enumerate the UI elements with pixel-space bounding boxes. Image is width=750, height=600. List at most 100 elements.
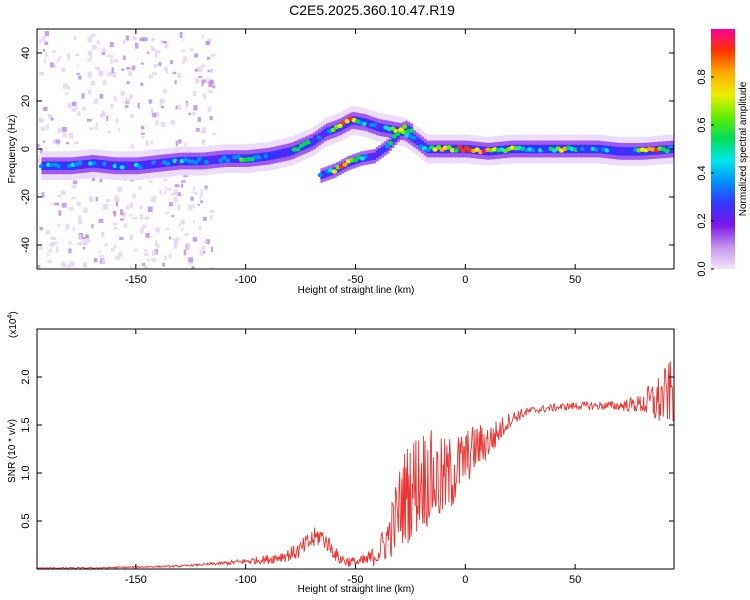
heatmap-speckle	[210, 267, 215, 269]
heatmap-speckle	[211, 132, 217, 135]
heatmap-speckle	[199, 250, 204, 256]
heatmap-speckle	[55, 246, 59, 253]
heatmap-speckle	[161, 121, 166, 128]
heatmap-speckle	[68, 206, 74, 211]
heatmap-speckle	[112, 71, 117, 78]
heatmap-speckle	[209, 68, 213, 73]
heatmap-speckle	[151, 258, 157, 262]
heatmap-speckle	[129, 113, 134, 119]
heatmap-speckle	[119, 209, 124, 215]
heatmap-speckle	[47, 260, 52, 263]
heatmap-speckle	[151, 37, 155, 42]
heatmap-speckle	[144, 249, 148, 253]
heatmap-cell	[235, 154, 241, 160]
heatmap-cell	[330, 127, 336, 133]
heatmap-speckle	[153, 64, 157, 69]
heatmap-speckle	[158, 62, 162, 66]
heatmap-speckle	[192, 186, 195, 191]
heatmap-speckle	[175, 140, 178, 147]
heatmap-speckle	[142, 262, 146, 267]
heatmap-speckle	[134, 248, 138, 252]
heatmap-speckle	[188, 257, 194, 263]
heatmap-speckle	[61, 127, 67, 132]
snr-y-tick-label: 2.0	[20, 369, 32, 384]
heatmap-speckle	[188, 112, 192, 116]
heatmap-speckle	[52, 50, 57, 53]
heatmap-speckle	[181, 180, 186, 183]
spectrogram-x-tick-label: 0	[462, 274, 468, 286]
heatmap-speckle	[91, 45, 97, 50]
heatmap-speckle	[65, 92, 69, 96]
heatmap-speckle	[107, 130, 112, 134]
heatmap-speckle	[194, 68, 198, 72]
heatmap-cell	[395, 131, 401, 136]
heatmap-cell	[218, 158, 224, 163]
heatmap-speckle	[155, 50, 161, 54]
heatmap-speckle	[52, 139, 58, 144]
heatmap-speckle	[120, 218, 125, 221]
heatmap-cell	[474, 147, 480, 152]
heatmap-speckle	[155, 227, 160, 233]
heatmap-speckle	[109, 42, 114, 48]
heatmap-speckle	[90, 81, 95, 86]
heatmap-speckle	[115, 119, 119, 124]
heatmap-speckle	[197, 67, 203, 73]
heatmap-speckle	[94, 127, 99, 130]
heatmap-cell	[59, 165, 66, 170]
heatmap-speckle	[174, 80, 177, 85]
heatmap-halo	[325, 169, 329, 178]
heatmap-cell	[583, 145, 589, 150]
heatmap-speckle	[111, 247, 115, 252]
heatmap-speckle	[99, 93, 104, 99]
heatmap-speckle	[186, 243, 191, 250]
heatmap-speckle	[187, 204, 193, 211]
spectrogram-y-tick-label: -20	[20, 189, 32, 205]
heatmap-cell	[317, 172, 323, 178]
snr-y-axis-label: SNR (10 * v/v)	[7, 419, 18, 483]
heatmap-cell	[391, 134, 397, 139]
heatmap-cell	[77, 160, 83, 166]
spectrogram-x-tick-label: 50	[569, 274, 581, 286]
heatmap-speckle	[151, 250, 157, 256]
heatmap-speckle	[98, 218, 104, 224]
heatmap-speckle	[41, 192, 45, 198]
heatmap-speckle	[122, 39, 126, 45]
heatmap-speckle	[185, 103, 189, 109]
heatmap-halo	[405, 128, 409, 138]
heatmap-speckle	[181, 183, 184, 188]
heatmap-speckle	[65, 223, 70, 230]
heatmap-speckle	[148, 99, 152, 104]
heatmap-cell	[225, 158, 231, 163]
heatmap-speckle	[56, 142, 60, 146]
heatmap-speckle	[208, 81, 213, 88]
snr-x-tick-label: -50	[348, 574, 364, 586]
heatmap-speckle	[198, 225, 202, 230]
heatmap-speckle	[57, 223, 61, 227]
heatmap-speckle	[83, 207, 88, 213]
heatmap-speckle	[154, 240, 158, 247]
heatmap-speckle	[171, 214, 174, 218]
heatmap-speckle	[39, 119, 44, 123]
heatmap-speckle	[137, 102, 140, 109]
heatmap-speckle	[50, 117, 54, 121]
heatmap-speckle	[202, 250, 206, 254]
heatmap-speckle	[206, 239, 210, 244]
heatmap-speckle	[130, 265, 133, 269]
heatmap-speckle	[66, 141, 70, 145]
heatmap-speckle	[78, 215, 82, 220]
heatmap-halo	[357, 155, 361, 164]
heatmap-speckle	[111, 67, 114, 74]
heatmap-speckle	[164, 67, 168, 72]
heatmap-speckle	[69, 261, 75, 267]
heatmap-speckle	[58, 210, 62, 216]
heatmap-speckle	[172, 71, 177, 74]
colorbar-tick-label: 0.4	[696, 165, 708, 180]
heatmap-cell	[221, 155, 227, 160]
heatmap-speckle	[140, 82, 144, 86]
heatmap-speckle	[68, 132, 74, 139]
heatmap-speckle	[122, 55, 126, 61]
heatmap-speckle	[178, 104, 182, 110]
heatmap-speckle	[104, 242, 108, 247]
heatmap-speckle	[57, 128, 62, 134]
heatmap-cell	[331, 169, 338, 174]
